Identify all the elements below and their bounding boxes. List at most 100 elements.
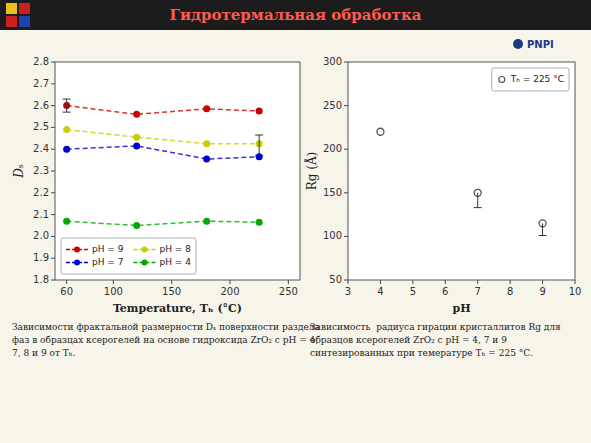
top-bar <box>0 0 591 30</box>
y-tick <box>51 192 55 193</box>
error-stem <box>477 193 478 208</box>
x-tick <box>445 280 446 284</box>
x-tick-label: 200 <box>220 286 239 297</box>
caption-line: Зависимость радиуса гирации кристаллитов… <box>310 322 561 332</box>
error-stem <box>542 223 543 235</box>
plot-frame <box>55 62 300 280</box>
decor-square <box>6 3 17 14</box>
error-bar <box>255 135 263 156</box>
y-tick <box>51 149 55 150</box>
y-tick-label: 1.8 <box>33 274 49 285</box>
y-tick-label: 1.9 <box>33 252 49 263</box>
legend-box <box>61 238 196 274</box>
point <box>256 219 263 226</box>
plot-frame <box>348 62 575 280</box>
legend-label: pH = 9 <box>92 244 124 254</box>
error-cap <box>63 99 71 100</box>
data-layer <box>377 128 547 235</box>
caption-line: синтезированных при темературе Tₕ = 225 … <box>310 348 533 358</box>
y-tick <box>344 105 348 106</box>
y-tick-label: 50 <box>329 274 342 285</box>
y-tick <box>51 127 55 128</box>
x-axis-label: pH <box>452 302 470 315</box>
plot-area <box>55 62 300 280</box>
point <box>133 111 140 118</box>
x-tick <box>288 280 289 284</box>
legend: pH = 9pH = 8pH = 7pH = 4 <box>61 238 196 274</box>
y-tick <box>51 62 55 63</box>
legend-label: Tₕ = 225 °C <box>510 74 564 84</box>
point <box>63 146 70 153</box>
x-tick <box>412 280 413 284</box>
x-tick <box>113 280 114 284</box>
series-line <box>67 106 260 115</box>
y-tick-label: 300 <box>323 56 342 67</box>
caption-line: образцов ксерогелей ZrO₂ с pH = 4, 7 и 9 <box>310 335 507 345</box>
point <box>133 142 140 149</box>
x-tick <box>171 280 172 284</box>
error-cap <box>63 112 71 113</box>
y-tick-label: 100 <box>323 230 342 241</box>
x-tick-label: 150 <box>162 286 181 297</box>
chart: 34567891050100150200250300pHRg (Å)Tₕ = 2… <box>304 56 582 315</box>
y-axis-label: Dₛ <box>12 164 26 179</box>
x-axis-label: Temperature, Tₕ (°C) <box>113 302 242 315</box>
y-tick <box>51 258 55 259</box>
error-bar <box>474 193 482 208</box>
point <box>63 218 70 225</box>
annotation: PNPI <box>527 39 554 50</box>
point <box>133 222 140 229</box>
logo-mark <box>513 39 523 49</box>
decor-square <box>19 3 30 14</box>
error-stem <box>259 135 260 156</box>
point <box>377 128 384 135</box>
series-line <box>67 130 260 144</box>
legend-label: pH = 4 <box>159 257 191 267</box>
x-tick <box>230 280 231 284</box>
legend-marker <box>74 247 80 253</box>
point <box>133 134 140 141</box>
x-tick <box>348 280 349 284</box>
y-tick-label: 2.2 <box>33 187 49 198</box>
x-tick-label: 250 <box>279 286 298 297</box>
x-tick <box>66 280 67 284</box>
error-cap <box>474 207 482 208</box>
legend-marker <box>141 247 147 253</box>
legend-label: pH = 7 <box>92 257 123 267</box>
y-tick <box>51 214 55 215</box>
y-tick-label: 2.1 <box>33 209 49 220</box>
error-bar <box>539 223 547 235</box>
decor-square <box>19 16 30 27</box>
x-tick <box>542 280 543 284</box>
x-tick-label: 5 <box>410 286 416 297</box>
x-tick <box>510 280 511 284</box>
caption-line: Зависимости фрактальной размерности Dₛ п… <box>12 322 321 332</box>
chart: 601001502002501.81.92.02.12.22.32.42.52.… <box>12 56 301 315</box>
legend-marker <box>499 77 505 83</box>
error-bar <box>63 99 71 112</box>
x-tick-label: 8 <box>507 286 513 297</box>
y-tick-label: 2.3 <box>33 165 49 176</box>
x-tick-label: 100 <box>104 286 123 297</box>
caption: Зависимость радиуса гирации кристаллитов… <box>310 322 561 358</box>
y-tick-label: 2.7 <box>33 78 49 89</box>
caption-line: 7, 8 и 9 от Tₕ. <box>12 348 76 358</box>
y-tick-label: 2.0 <box>33 230 49 241</box>
y-tick <box>344 192 348 193</box>
y-tick-label: 2.6 <box>33 100 49 111</box>
x-tick-label: 3 <box>345 286 351 297</box>
decor-square <box>6 16 17 27</box>
y-tick <box>51 105 55 106</box>
y-tick <box>344 149 348 150</box>
data-layer <box>63 99 263 229</box>
legend-marker <box>74 260 80 266</box>
figure: Гидротермальная обработкаPNPI60100150200… <box>0 0 591 443</box>
x-tick <box>477 280 478 284</box>
x-tick-label: 60 <box>60 286 73 297</box>
x-tick-label: 6 <box>442 286 448 297</box>
point <box>256 108 263 115</box>
legend: Tₕ = 225 °C <box>492 68 569 91</box>
error-cap <box>539 235 547 236</box>
series-line <box>67 146 260 159</box>
x-tick <box>380 280 381 284</box>
